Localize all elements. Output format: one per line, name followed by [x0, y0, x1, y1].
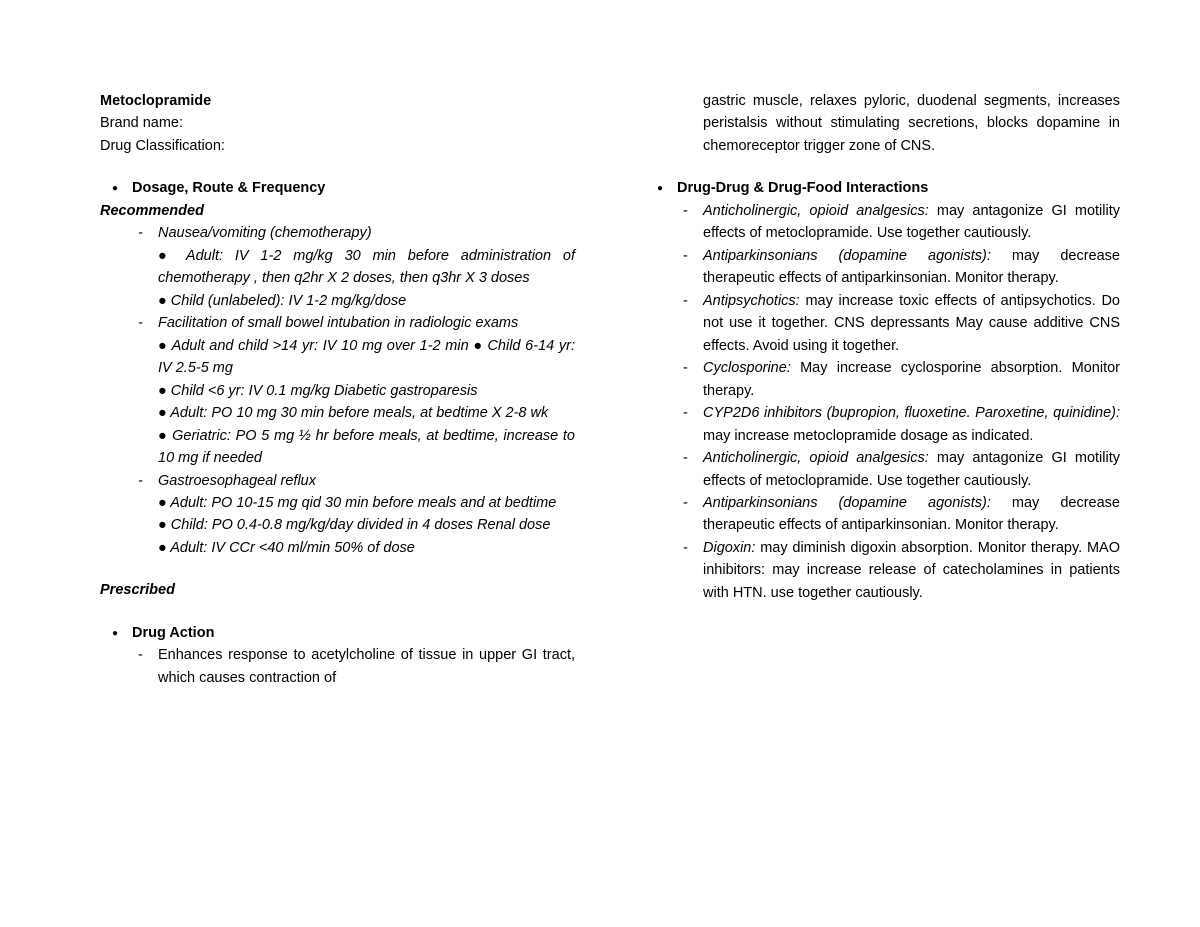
dosage-line: ● Geriatric: PO 5 mg ½ hr before meals, …	[100, 425, 575, 470]
interaction-drug: Antiparkinsonians (dopamine agonists):	[703, 248, 991, 264]
interaction-item: Antiparkinsonians (dopamine agonists): m…	[645, 245, 1120, 290]
interaction-item: Anticholinergic, opioid analgesics: may …	[645, 447, 1120, 492]
section-dosage: Dosage, Route & Frequency	[100, 177, 575, 199]
dosage-line: ● Adult: PO 10-15 mg qid 30 min before m…	[100, 492, 575, 514]
dosage-text: Child: PO 0.4-0.8 mg/kg/day divided in 4…	[171, 517, 551, 533]
dosage-text: Child <6 yr: IV 0.1 mg/kg Diabetic gastr…	[171, 383, 478, 399]
interaction-effect: may diminish digoxin absorption. Monitor…	[703, 540, 1120, 601]
dosage-text: Child (unlabeled): IV 1-2 mg/kg/dose	[171, 293, 406, 309]
dosage-text: Geriatric: PO 5 mg ½ hr before meals, at…	[158, 428, 575, 466]
dosage-line: ● Adult: PO 10 mg 30 min before meals, a…	[100, 402, 575, 424]
right-column: gastric muscle, relaxes pyloric, duodena…	[645, 90, 1120, 689]
indication-gerd: Gastroesophageal reflux	[100, 470, 575, 492]
interaction-drug: Antipsychotics:	[703, 293, 800, 309]
dosage-line: ● Child (unlabeled): IV 1-2 mg/kg/dose	[100, 290, 575, 312]
interaction-effect: may increase metoclopramide dosage as in…	[703, 428, 1033, 444]
drug-action-text: Enhances response to acetylcholine of ti…	[100, 644, 575, 689]
dosage-text: Adult: IV CCr <40 ml/min 50% of dose	[170, 540, 415, 556]
brand-name-label: Brand name:	[100, 112, 575, 134]
interaction-drug: Anticholinergic, opioid analgesics:	[703, 203, 929, 219]
interaction-item: Antipsychotics: may increase toxic effec…	[645, 290, 1120, 357]
dosage-line: ● Adult: IV 1-2 mg/kg 30 min before admi…	[100, 245, 575, 290]
interaction-item: Cyclosporine: May increase cyclosporine …	[645, 357, 1120, 402]
dosage-line: ● Adult: IV CCr <40 ml/min 50% of dose	[100, 537, 575, 559]
dosage-text: Adult: PO 10-15 mg qid 30 min before mea…	[170, 495, 556, 511]
section-drug-action: Drug Action	[100, 622, 575, 644]
interaction-drug: CYP2D6 inhibitors (bupropion, fluoxetine…	[703, 405, 1120, 421]
dosage-line: ● Adult and child >14 yr: IV 10 mg over …	[100, 335, 575, 380]
interaction-drug: Antiparkinsonians (dopamine agonists):	[703, 495, 991, 511]
section-interactions: Drug-Drug & Drug-Food Interactions	[645, 177, 1120, 199]
interaction-drug: Digoxin:	[703, 540, 755, 556]
interaction-drug: Cyclosporine:	[703, 360, 791, 376]
drug-classification-label: Drug Classification:	[100, 135, 575, 157]
dosage-line: ● Child: PO 0.4-0.8 mg/kg/day divided in…	[100, 514, 575, 536]
interaction-drug: Anticholinergic, opioid analgesics:	[703, 450, 929, 466]
interaction-item: CYP2D6 inhibitors (bupropion, fluoxetine…	[645, 402, 1120, 447]
dosage-line: ● Child <6 yr: IV 0.1 mg/kg Diabetic gas…	[100, 380, 575, 402]
recommended-heading: Recommended	[100, 200, 575, 222]
drug-action-continued: gastric muscle, relaxes pyloric, duodena…	[645, 90, 1120, 157]
interaction-item: Digoxin: may diminish digoxin absorption…	[645, 537, 1120, 604]
dosage-text: Adult: IV 1-2 mg/kg 30 min before admini…	[158, 248, 575, 286]
interaction-item: Anticholinergic, opioid analgesics: may …	[645, 200, 1120, 245]
indication-nausea: Nausea/vomiting (chemotherapy)	[100, 222, 575, 244]
prescribed-heading: Prescribed	[100, 579, 575, 601]
left-column: Metoclopramide Brand name: Drug Classifi…	[100, 90, 575, 689]
dosage-text: Adult: PO 10 mg 30 min before meals, at …	[167, 405, 548, 421]
dosage-text: Adult and child >14 yr: IV 10 mg over 1-…	[158, 338, 575, 376]
drug-name: Metoclopramide	[100, 90, 575, 112]
interaction-item: Antiparkinsonians (dopamine agonists): m…	[645, 492, 1120, 537]
indication-bowel: Facilitation of small bowel intubation i…	[100, 312, 575, 334]
document-page: Metoclopramide Brand name: Drug Classifi…	[100, 90, 1120, 689]
